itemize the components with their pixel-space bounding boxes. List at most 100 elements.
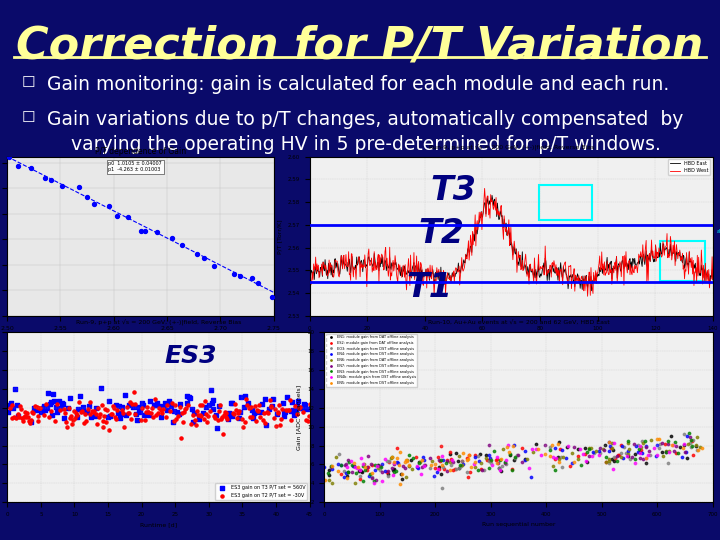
- Point: [322, 469, 333, 477]
- Point: [56, 182, 68, 191]
- Point: [341, 471, 353, 480]
- ES3 gain on T2 P/T set = -30V: [210, 414, 221, 422]
- Point: [389, 464, 400, 473]
- Point: [407, 454, 418, 462]
- ES3 gain on T3 P/T set = 560V: [58, 414, 70, 422]
- Point: [395, 447, 406, 456]
- Point: [325, 463, 336, 471]
- Point: [358, 462, 369, 471]
- X-axis label: Runtime [d]: Runtime [d]: [140, 523, 177, 528]
- Point: [608, 452, 620, 461]
- ES3 gain on T2 P/T set = -30V: [169, 401, 181, 409]
- Point: [554, 445, 566, 454]
- Point: [583, 444, 595, 453]
- ES3 gain on T2 P/T set = -30V: [32, 411, 44, 420]
- ES3 gain on T2 P/T set = -30V: [24, 415, 36, 424]
- Point: [552, 440, 564, 448]
- ES3 gain on T2 P/T set = -30V: [128, 388, 140, 397]
- ES3 gain on T3 P/T set = 560V: [40, 406, 51, 414]
- Point: [381, 456, 392, 465]
- ES3 gain on T2 P/T set = -30V: [230, 399, 241, 408]
- ES3 gain on T3 P/T set = 560V: [291, 401, 302, 410]
- ES3 gain on T2 P/T set = -30V: [85, 409, 96, 418]
- Point: [403, 461, 415, 470]
- Point: [582, 458, 593, 467]
- ES3 gain on T2 P/T set = -30V: [269, 414, 280, 423]
- ES3 gain on T2 P/T set = -30V: [168, 416, 179, 425]
- Legend: ES3 gain on T3 P/T set = 560V, ES3 gain on T2 P/T set = -30V: ES3 gain on T3 P/T set = 560V, ES3 gain …: [215, 483, 307, 500]
- Point: [678, 439, 689, 448]
- ES3 gain on T2 P/T set = -30V: [82, 405, 94, 414]
- Point: [530, 444, 541, 453]
- ES3 gain on T3 P/T set = 560V: [26, 418, 37, 427]
- Point: [394, 480, 405, 488]
- Point: [338, 472, 350, 481]
- ES3 gain on T2 P/T set = -30V: [215, 401, 226, 410]
- ES3 gain on T2 P/T set = -30V: [231, 414, 243, 422]
- Point: [336, 461, 347, 470]
- Point: [667, 441, 679, 449]
- Point: [615, 453, 626, 461]
- Point: [600, 457, 612, 466]
- Point: [433, 456, 445, 465]
- ES3 gain on T3 P/T set = 560V: [156, 413, 167, 421]
- ES3 gain on T2 P/T set = -30V: [125, 414, 137, 423]
- Point: [436, 461, 448, 470]
- Point: [575, 461, 587, 469]
- ES3 gain on T2 P/T set = -30V: [257, 416, 269, 424]
- ES3 gain on T2 P/T set = -30V: [176, 409, 188, 417]
- ES3 gain on T3 P/T set = 560V: [227, 399, 238, 408]
- HBD West: [575, 281, 584, 287]
- Point: [350, 468, 361, 477]
- Point: [338, 467, 349, 476]
- Point: [489, 447, 500, 455]
- Point: [418, 456, 430, 464]
- ES3 gain on T3 P/T set = 560V: [2, 408, 14, 416]
- Point: [462, 453, 473, 462]
- HBD East: [588, 288, 596, 294]
- Title: Run-9, p+p at √s = 200 GeV, (+-)|field, Reverse Bias: Run-9, p+p at √s = 200 GeV, (+-)|field, …: [76, 319, 241, 325]
- ES3 gain on T2 P/T set = -30V: [27, 409, 39, 417]
- Point: [441, 455, 453, 464]
- ES3 gain on T3 P/T set = 560V: [114, 414, 125, 422]
- ES3 gain on T2 P/T set = -30V: [10, 413, 22, 422]
- Point: [469, 463, 480, 472]
- Point: [608, 439, 620, 448]
- Point: [368, 476, 379, 485]
- ES3 gain on T3 P/T set = 560V: [36, 407, 48, 416]
- Point: [640, 442, 652, 451]
- Point: [426, 456, 438, 465]
- Point: [635, 446, 647, 454]
- Point: [637, 455, 649, 464]
- Point: [553, 437, 564, 446]
- ES3 gain on T2 P/T set = -30V: [40, 399, 52, 408]
- ES3 gain on T3 P/T set = 560V: [301, 404, 312, 413]
- ES3 gain on T2 P/T set = -30V: [76, 407, 87, 416]
- Point: [507, 465, 518, 474]
- ES3 gain on T3 P/T set = 560V: [44, 400, 55, 408]
- Point: [642, 450, 654, 459]
- Point: [539, 450, 551, 458]
- ES3 gain on T3 P/T set = 560V: [207, 396, 218, 404]
- Point: [403, 462, 415, 471]
- Point: [454, 463, 465, 472]
- ES3 gain on T2 P/T set = -30V: [273, 409, 284, 417]
- ES3 gain on T3 P/T set = 560V: [55, 404, 67, 413]
- Point: [465, 463, 477, 471]
- ES3 gain on T2 P/T set = -30V: [264, 396, 276, 404]
- ES3 gain on T2 P/T set = -30V: [281, 406, 292, 415]
- Point: [615, 448, 626, 457]
- Point: [474, 457, 485, 465]
- X-axis label: Run sequential number: Run sequential number: [482, 523, 555, 528]
- Line: HBD West: HBD West: [310, 188, 713, 296]
- Point: [544, 446, 556, 454]
- Point: [609, 453, 621, 462]
- Point: [483, 456, 495, 464]
- ES3 gain on T2 P/T set = -30V: [107, 402, 119, 410]
- ES3 gain on T2 P/T set = -30V: [60, 418, 72, 427]
- Point: [672, 449, 684, 457]
- ES3 gain on T3 P/T set = 560V: [41, 404, 53, 413]
- ES3 gain on T3 P/T set = 560V: [248, 414, 259, 422]
- ES3 gain on T3 P/T set = 560V: [83, 402, 94, 410]
- ES3 gain on T2 P/T set = -30V: [282, 405, 294, 414]
